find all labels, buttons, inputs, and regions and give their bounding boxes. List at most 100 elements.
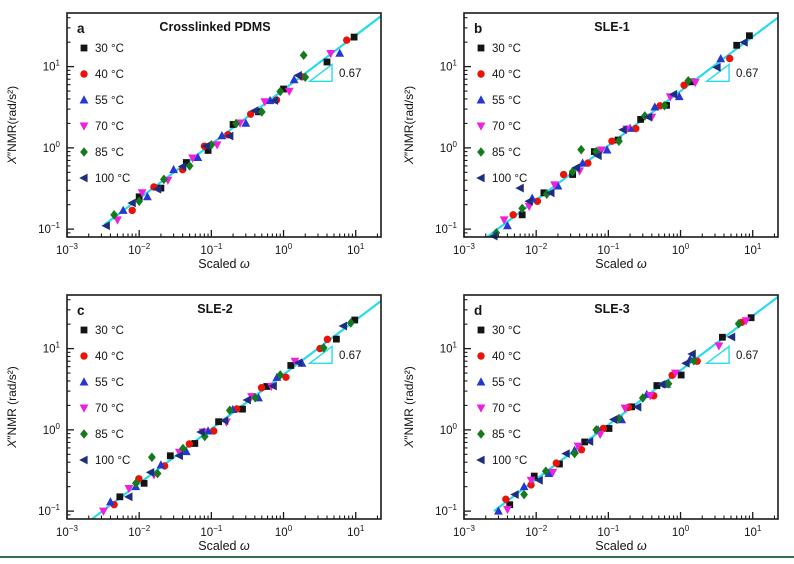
panel-title: SLE-1 (594, 20, 629, 34)
svg-text:101: 101 (744, 242, 762, 257)
slope-value-label: 0.67 (736, 350, 758, 362)
legend-label: 40 °C (492, 351, 521, 363)
y-axis-label: X″NMR(rad/s²) (5, 86, 19, 165)
plot-frame (463, 294, 779, 520)
svg-text:100: 100 (440, 422, 458, 437)
slope-triangle (307, 344, 333, 364)
legend-label: 85 °C (492, 147, 521, 159)
legend-label: 30 °C (95, 43, 124, 55)
panel-letter: d (474, 303, 482, 318)
legend-label: 55 °C (492, 377, 521, 389)
svg-text:10−1: 10−1 (435, 221, 457, 236)
svg-text:101: 101 (347, 524, 365, 539)
svg-text:101: 101 (347, 242, 365, 257)
legend-label: 70 °C (95, 121, 124, 133)
legend-label: 85 °C (95, 429, 124, 441)
legend-label: 30 °C (492, 43, 521, 55)
tick-labels: 10−3 10−2 10−1 100 101 10−1 100 101 (38, 341, 365, 539)
legend-label: 85 °C (95, 147, 124, 159)
panel-title: SLE-2 (197, 302, 232, 316)
series-100°C (510, 332, 736, 499)
panel-letter: a (77, 21, 85, 36)
series-40°C (110, 335, 332, 509)
svg-text:10−1: 10−1 (200, 242, 222, 257)
chart-panel-b: 10−3 10−2 10−1 100 101 10−1 100 101 0.67 30 °C 40 … (402, 12, 779, 271)
svg-text:10−2: 10−2 (525, 524, 547, 539)
slope-value-label: 0.67 (736, 68, 758, 80)
x-axis-label: Scaled ω (198, 539, 250, 553)
svg-text:10−1: 10−1 (38, 503, 60, 518)
chart-panel-a: 10−3 10−2 10−1 100 101 10−1 100 101 0.67 30 °C 40 … (5, 12, 382, 271)
svg-text:10−2: 10−2 (525, 242, 547, 257)
tick-labels: 10−3 10−2 10−1 100 101 10−1 100 101 (435, 341, 762, 539)
legend-label: 85 °C (492, 429, 521, 441)
tick-labels: 10−3 10−2 10−1 100 101 10−1 100 101 (435, 59, 762, 257)
svg-text:101: 101 (43, 59, 61, 74)
series-40°C (502, 318, 746, 503)
legend-label: 100 °C (492, 173, 527, 185)
svg-text:100: 100 (672, 524, 690, 539)
series-30°C (116, 316, 359, 501)
legend: 30 °C 40 °C 55 °C 70 °C 85 °C 100 °C (79, 325, 130, 467)
panel-a-crosslinked-pdms: 10−3 10−2 10−1 100 101 10−1 100 101 0.67 30 °C 40 … (0, 0, 397, 282)
legend-label: 55 °C (492, 95, 521, 107)
chart-panel-d: 10−3 10−2 10−1 100 101 10−1 100 101 0.67 30 °C 40 … (402, 294, 779, 553)
svg-text:10−2: 10−2 (128, 242, 150, 257)
panel-title: SLE-3 (594, 302, 629, 316)
legend-label: 100 °C (492, 455, 527, 467)
y-axis-label: X″NMR(rad/s²) (402, 86, 416, 165)
slope-triangle (704, 62, 730, 82)
svg-text:10−1: 10−1 (38, 221, 60, 236)
slope-value-label: 0.67 (339, 68, 361, 80)
legend-label: 100 °C (95, 173, 130, 185)
x-axis-label: Scaled ω (595, 257, 647, 271)
legend-label: 30 °C (95, 325, 124, 337)
plot-frame (463, 12, 779, 238)
legend-label: 70 °C (95, 403, 124, 415)
svg-text:101: 101 (744, 524, 762, 539)
svg-text:10−3: 10−3 (453, 242, 475, 257)
svg-text:100: 100 (440, 140, 458, 155)
legend-label: 40 °C (492, 69, 521, 81)
series-100°C (489, 37, 748, 241)
svg-text:10−2: 10−2 (128, 524, 150, 539)
series-55°C (118, 48, 345, 214)
series-70°C (503, 317, 751, 515)
svg-text:10−3: 10−3 (56, 524, 78, 539)
legend-label: 100 °C (95, 455, 130, 467)
svg-text:101: 101 (440, 59, 458, 74)
slope-value-label: 0.67 (339, 350, 361, 362)
y-axis-label: X″NMR (rad/s²) (402, 366, 416, 449)
slope-triangle (307, 62, 333, 82)
legend-label: 40 °C (95, 351, 124, 363)
svg-text:100: 100 (275, 524, 293, 539)
legend-label: 70 °C (492, 403, 521, 415)
data-points (489, 32, 753, 241)
svg-text:100: 100 (275, 242, 293, 257)
data-points (494, 314, 755, 515)
plot-frame (66, 294, 382, 520)
series-85°C (110, 50, 310, 220)
svg-text:101: 101 (440, 341, 458, 356)
svg-text:10−3: 10−3 (453, 524, 475, 539)
panel-b-sle-1: 10−3 10−2 10−1 100 101 10−1 100 101 0.67 30 °C 40 … (397, 0, 794, 282)
plot-frame (66, 12, 382, 238)
svg-text:10−3: 10−3 (56, 242, 78, 257)
legend-label: 30 °C (492, 325, 521, 337)
series-85°C (520, 319, 743, 500)
panel-c-sle-2: 10−3 10−2 10−1 100 101 10−1 100 101 0.67 30 °C 40 … (0, 282, 397, 564)
legend: 30 °C 40 °C 55 °C 70 °C 85 °C 100 °C (476, 43, 527, 185)
legend-label: 55 °C (95, 95, 124, 107)
svg-text:101: 101 (43, 341, 61, 356)
slope-triangle (704, 344, 730, 364)
panel-title: Crosslinked PDMS (159, 20, 270, 34)
panel-letter: c (77, 303, 85, 318)
y-axis-label: X″NMR (rad/s²) (5, 366, 19, 449)
panel-d-sle-3: 10−3 10−2 10−1 100 101 10−1 100 101 0.67 30 °C 40 … (397, 282, 794, 564)
series-40°C (509, 54, 734, 219)
chart-panel-c: 10−3 10−2 10−1 100 101 10−1 100 101 0.67 30 °C 40 … (5, 294, 382, 553)
legend-label: 55 °C (95, 377, 124, 389)
svg-text:10−1: 10−1 (597, 242, 619, 257)
series-100°C (124, 321, 347, 502)
